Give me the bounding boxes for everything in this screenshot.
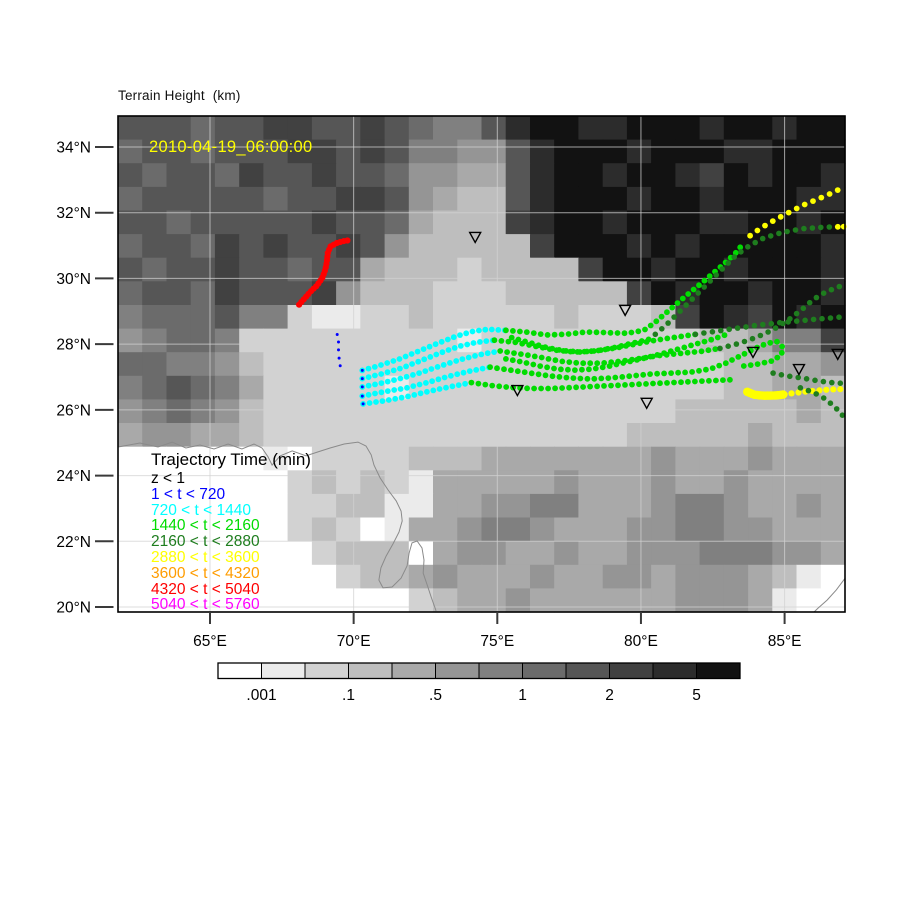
colorbar-cell <box>565 662 610 679</box>
release-point-marker <box>360 368 364 372</box>
trajectory-cyan-5 <box>338 364 468 407</box>
trajectories <box>296 187 847 419</box>
colorbar-cell <box>304 662 349 679</box>
legend-item: 1440 < t < 2160 <box>151 517 260 535</box>
trajectory-dkgreen-4 <box>770 370 844 387</box>
legend-item: 3600 < t < 4320 <box>151 564 260 582</box>
trajectory-cyan-2 <box>337 337 496 382</box>
colorbar-tick-label: .001 <box>246 687 276 704</box>
trajectory-green-4-hook <box>487 338 785 382</box>
colorbar-cell <box>217 662 262 679</box>
coastline-west <box>118 441 437 612</box>
colorbar-cell <box>609 662 654 679</box>
legend-item: z < 1 <box>151 470 186 487</box>
lon-tick-label: 85°E <box>768 633 802 650</box>
legend-item: 1 < t < 720 <box>151 485 226 503</box>
trajectory-yellow-bottom-dots <box>781 386 844 398</box>
lon-tick-label: 80°E <box>624 633 658 650</box>
station-markers <box>468 231 845 410</box>
trajectory-green-6 <box>508 334 652 355</box>
lat-tick-label: 26°N <box>56 402 91 419</box>
colorbar-tick-label: 5 <box>692 687 701 704</box>
legend-item: 5040 < t < 5760 <box>151 596 260 614</box>
trajectory-cyan-4 <box>337 356 492 399</box>
axis-labels: 34°N 32°N 30°N 28°N 26°N 24°N 22°N 20°N 65°E 70°E… <box>56 140 801 651</box>
colorbar-cell <box>435 662 480 679</box>
map-border <box>117 115 846 613</box>
lon-tick-label: 75°E <box>480 633 514 650</box>
colorbar-cell <box>696 662 741 679</box>
release-point-marker <box>337 356 341 360</box>
lat-tick-label: 22°N <box>56 534 91 551</box>
release-point-marker <box>360 394 364 398</box>
lat-tick-label: 34°N <box>56 140 91 157</box>
release-point-marker <box>338 364 342 368</box>
triangle-down-icon <box>468 231 482 244</box>
release-point-marker <box>337 340 340 344</box>
legend-item: 4320 < t < 5040 <box>151 580 260 598</box>
legend-title: Trajectory Time (min) <box>151 450 311 469</box>
legend-item: 2160 < t < 2880 <box>151 533 260 551</box>
plot-title: Terrain Height (km) <box>118 88 241 103</box>
trajectory-cyan-3 <box>337 348 497 390</box>
terrain-colorbar: .001 .1 .5 1 2 5 <box>217 662 741 704</box>
trajectory-dkgreen-8 <box>797 385 846 419</box>
release-point-marker <box>337 348 340 352</box>
release-point-marker <box>360 385 364 389</box>
triangle-down-icon <box>831 348 845 361</box>
trajectory-red-release <box>296 237 351 308</box>
lat-tick-label: 28°N <box>56 337 91 354</box>
colorbar-cell <box>652 662 697 679</box>
trajectory-yellow-1 <box>747 187 841 239</box>
coastline-southeast <box>813 577 846 613</box>
lon-tick-label: 70°E <box>337 633 371 650</box>
release-point-marker <box>335 333 339 336</box>
colorbar-cell <box>261 662 306 679</box>
colorbar-cell <box>478 662 523 679</box>
colorbar-tick-label: 1 <box>518 687 527 704</box>
triangle-down-icon <box>640 397 654 410</box>
lat-tick-label: 30°N <box>56 271 91 288</box>
trajectory-green-7 <box>503 332 728 373</box>
trajectory-dkgreen-3 <box>717 283 843 352</box>
colorbar-tick-label: 2 <box>605 687 614 704</box>
triangle-down-icon <box>792 363 806 376</box>
lat-tick-label: 24°N <box>56 468 91 485</box>
triangle-down-icon <box>746 346 760 359</box>
lat-tick-label: 32°N <box>56 205 91 222</box>
trajectory-green-5 <box>468 376 733 392</box>
triangle-down-icon <box>510 384 525 397</box>
trajectory-yellow-bottom-thick <box>743 387 788 401</box>
lon-tick-label: 65°E <box>193 633 227 650</box>
release-point-marker <box>360 377 364 381</box>
legend-item: 720 < t < 1440 <box>151 501 251 519</box>
trajectory-dkgreen-6 <box>652 224 833 338</box>
colorbar-cell <box>391 662 436 679</box>
colorbar-cell <box>522 662 567 679</box>
legend-item: 2880 < t < 3600 <box>151 548 260 566</box>
colorbar-cell <box>348 662 393 679</box>
colorbar-tick-label: .1 <box>342 687 355 704</box>
triangle-down-icon <box>618 304 632 317</box>
timestamp-label: 2010-04-19_06:00:00 <box>149 138 313 156</box>
lat-tick-label: 20°N <box>56 599 91 616</box>
release-point-marker <box>361 402 365 406</box>
colorbar-tick-label: .5 <box>429 687 442 704</box>
